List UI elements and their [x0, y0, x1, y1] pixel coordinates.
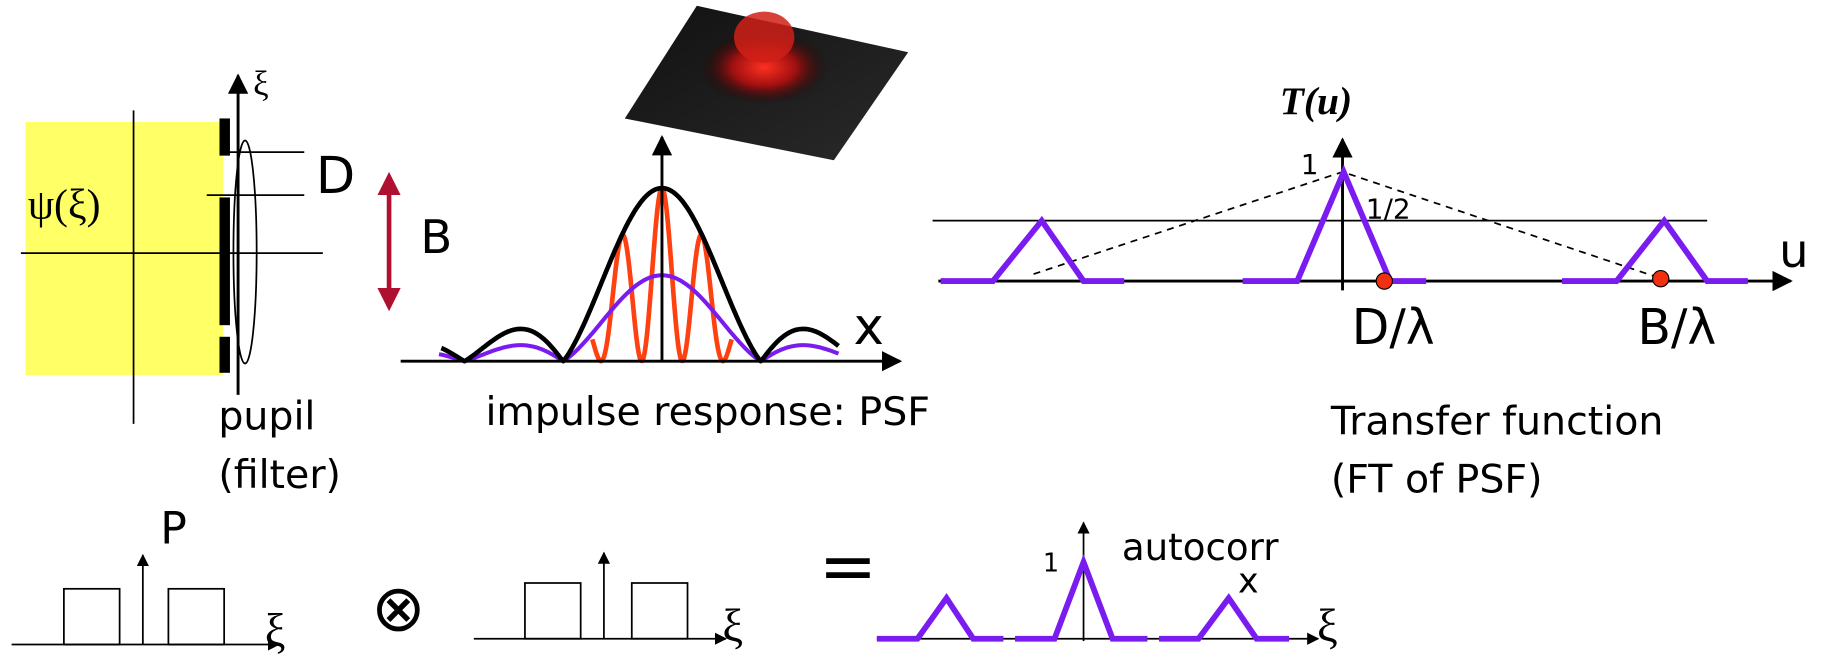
caption: (FT of PSF): [1331, 456, 1543, 502]
envelope: [1034, 172, 1655, 277]
central-peak: [1015, 562, 1147, 639]
axis-label: ξ: [265, 606, 286, 655]
result-mark: x: [1238, 561, 1259, 601]
caption: Transfer function: [1330, 398, 1663, 444]
operator: ⊗: [371, 572, 425, 647]
marker-label: D/λ: [1352, 299, 1435, 356]
central-peak: [1243, 172, 1426, 281]
page: { "pupil_panel": { "axis_label": "ξ", "f…: [0, 0, 1821, 655]
pupil-stop: [219, 118, 229, 155]
pupil-box: [168, 589, 224, 645]
axis-label: u: [1779, 224, 1808, 278]
pupil-stop: [219, 197, 229, 325]
pupil-panel: ξ ψ(ξ) D B pupil (filter): [21, 64, 452, 498]
function-label: P: [160, 504, 187, 555]
diagram: ξ ψ(ξ) D B pupil (filter) x impulse resp…: [0, 0, 1821, 655]
axis-label: ξ: [1317, 601, 1338, 652]
pupil-stop: [219, 337, 229, 373]
side-peak: [941, 221, 1124, 281]
peak-label: 1: [1301, 148, 1319, 181]
side-peak: [1159, 598, 1289, 639]
half-label: 1/2: [1366, 192, 1411, 225]
pupil-box: [64, 589, 120, 645]
caption: (filter): [218, 452, 341, 498]
pupil-box: [632, 583, 688, 639]
psf-envelope: [441, 188, 838, 361]
psf-peak: [734, 12, 794, 63]
pupil-box: [525, 583, 581, 639]
field-label: ψ(ξ): [28, 182, 101, 228]
caption: pupil: [218, 394, 315, 440]
side-peak: [1562, 221, 1748, 281]
marker-label: B/λ: [1638, 299, 1717, 356]
side-peak: [877, 598, 1004, 639]
equals: =: [819, 526, 877, 607]
cutoff-marker: [1376, 273, 1392, 289]
peak-label: 1: [1043, 548, 1059, 578]
transfer-panel: T(u) 1 1/2 u D/λ B/λ Transfer function (…: [933, 79, 1809, 503]
axis-label: ξ: [722, 601, 743, 652]
caption: impulse response: PSF: [485, 389, 930, 435]
equation: P ξ ⊗ ξ = 1 autocorr x ξ: [12, 504, 1338, 655]
axis-label: ξ: [253, 64, 269, 103]
baseline-marker: [1653, 271, 1669, 287]
title: T(u): [1280, 79, 1352, 123]
aperture-label: D: [316, 147, 355, 206]
psf-panel: x impulse response: PSF: [401, 6, 930, 435]
axis-label: x: [854, 298, 884, 357]
field-region: [26, 122, 223, 375]
baseline-label: B: [420, 210, 452, 264]
